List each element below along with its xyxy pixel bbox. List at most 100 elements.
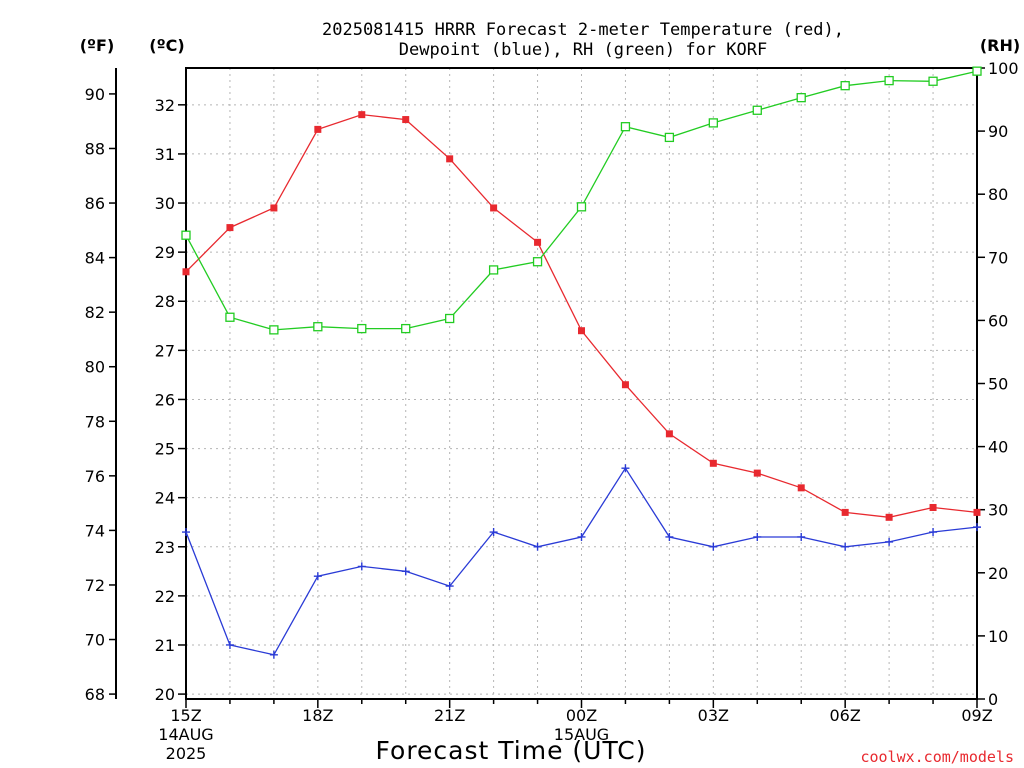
temperature-point <box>270 204 278 212</box>
temperature-point <box>841 508 849 516</box>
dewpoint-point <box>753 532 762 541</box>
temperature-point <box>709 459 717 467</box>
rh-point <box>796 93 806 103</box>
y-tick-label-rh: 100 <box>988 59 1019 78</box>
temperature-point <box>797 484 805 492</box>
temperature-point <box>621 381 629 389</box>
dewpoint-point <box>665 532 674 541</box>
dewpoint-point <box>885 537 894 546</box>
y-tick-label-fahrenheit: 78 <box>85 412 105 431</box>
y-tick-label-celsius: 29 <box>155 243 175 262</box>
x-tick-label: 00Z <box>566 706 597 725</box>
x-tick-label: 2025 <box>166 744 207 763</box>
rh-point <box>620 122 631 132</box>
temperature-point <box>665 430 673 438</box>
y-tick-label-celsius: 20 <box>155 685 175 704</box>
y-tick-label-celsius: 26 <box>155 390 175 409</box>
y-tick-label-rh: 90 <box>988 122 1008 141</box>
grid-lines <box>186 68 977 699</box>
rh-point <box>357 323 367 334</box>
x-tick-label: 18Z <box>302 706 333 725</box>
y-tick-label-fahrenheit: 68 <box>85 685 105 704</box>
chart-title-line2: Dewpoint (blue), RH (green) for KORF <box>399 40 767 60</box>
x-tick-label: 14AUG <box>158 725 213 744</box>
y-tick-label-celsius: 22 <box>155 587 175 606</box>
y-tick-label-rh: 70 <box>988 248 1008 267</box>
y-tick-label-rh: 60 <box>988 311 1008 330</box>
y-tick-label-fahrenheit: 86 <box>85 194 105 213</box>
temperature-point <box>578 327 585 335</box>
dewpoint-point <box>489 528 498 537</box>
rh-point <box>225 312 235 322</box>
y-tick-label-celsius: 30 <box>155 194 175 213</box>
dewpoint-point <box>841 542 850 551</box>
y-tick-label-fahrenheit: 82 <box>85 303 105 322</box>
temperature-point <box>402 116 410 124</box>
y-tick-label-fahrenheit: 84 <box>85 249 105 268</box>
y-tick-label-rh: 80 <box>988 185 1008 204</box>
dewpoint-point <box>973 523 981 532</box>
y-tick-label-celsius: 27 <box>155 341 175 360</box>
rh-point <box>972 66 982 76</box>
rh-point <box>401 323 411 334</box>
temperature-point <box>314 125 322 133</box>
unit-rh-label: (RH) <box>980 36 1020 55</box>
plot-frame <box>185 67 978 700</box>
y-tick-label-rh: 30 <box>988 501 1008 520</box>
y-tick-label-fahrenheit: 70 <box>85 631 105 650</box>
rh-point <box>664 132 675 143</box>
unit-fahrenheit-label: (ºF) <box>80 36 115 55</box>
temperature-point <box>534 238 542 246</box>
rh-point <box>576 202 587 212</box>
dewpoint-point <box>929 528 938 537</box>
rh-point <box>445 313 455 324</box>
rh-point <box>488 265 499 275</box>
y-tick-label-celsius: 28 <box>155 292 175 311</box>
rh-point <box>840 81 850 91</box>
y-tick-label-celsius: 24 <box>155 489 175 508</box>
y-tick-label-celsius: 32 <box>155 96 175 115</box>
dewpoint-point <box>401 567 410 576</box>
rh-point <box>928 76 938 86</box>
y-tick-label-rh: 0 <box>988 690 998 709</box>
y-tick-label-celsius: 21 <box>155 636 175 655</box>
x-tick-label: 21Z <box>434 706 465 725</box>
y-tick-label-fahrenheit: 72 <box>85 576 105 595</box>
temperature-point <box>446 155 454 163</box>
rh-point <box>269 325 279 335</box>
temperature-point <box>929 503 937 511</box>
dewpoint-point <box>621 464 630 473</box>
y-tick-label-celsius: 25 <box>155 440 175 459</box>
x-tick-label: 09Z <box>961 706 992 725</box>
x-tick-label: 15AUG <box>554 725 609 744</box>
dewpoint-point <box>533 542 542 551</box>
rh-point <box>752 105 762 115</box>
x-axis-title: Forecast Time (UTC) <box>376 736 647 765</box>
unit-celsius-label: (ºC) <box>149 36 184 55</box>
x-tick-label: 06Z <box>830 706 861 725</box>
y-tick-label-fahrenheit: 76 <box>85 467 105 486</box>
dewpoint-point <box>577 532 586 541</box>
credit-link[interactable]: coolwx.com/models <box>860 748 1014 766</box>
temperature-point <box>490 204 498 212</box>
rh-point <box>708 118 718 128</box>
dewpoint-point <box>225 640 234 649</box>
dewpoint-point <box>709 542 718 551</box>
temperature-point <box>226 224 234 232</box>
rh-point <box>313 322 323 332</box>
dewpoint-point <box>445 582 454 591</box>
data-series <box>181 66 982 659</box>
temperature-point <box>973 508 981 516</box>
x-tick-label: 15Z <box>170 706 201 725</box>
dewpoint-point <box>182 528 190 537</box>
temperature-point <box>182 268 190 276</box>
y-tick-label-rh: 10 <box>988 627 1008 646</box>
dewpoint-point <box>269 650 278 659</box>
y-tick-label-fahrenheit: 90 <box>85 85 105 104</box>
y-tick-label-fahrenheit: 80 <box>85 358 105 377</box>
chart-title-line1: 2025081415 HRRR Forecast 2-meter Tempera… <box>322 20 844 40</box>
temperature-point <box>753 469 761 477</box>
axes: 68 70 72 74 76 78 80 82 84 86 88 90 20 21 22 23 24 25 26 27… <box>85 59 1019 763</box>
y-tick-label-fahrenheit: 88 <box>85 139 105 158</box>
